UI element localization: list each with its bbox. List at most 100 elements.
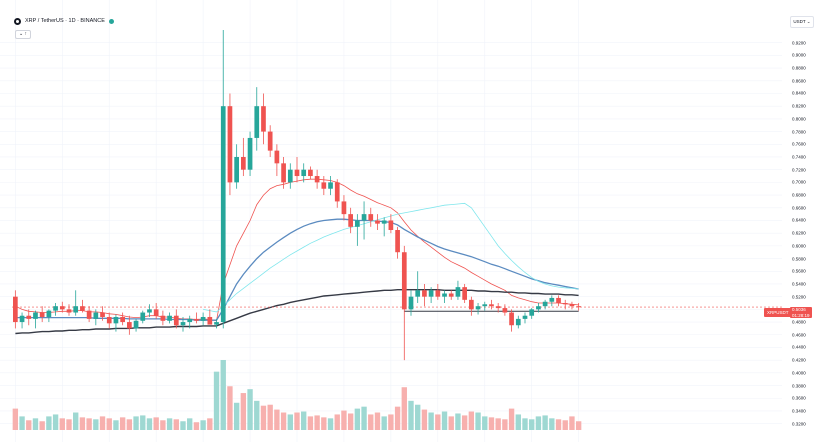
candle-body xyxy=(13,296,18,323)
volume-bar xyxy=(542,415,548,430)
candle-body xyxy=(19,315,25,323)
volume-bar xyxy=(153,417,159,430)
volume-bar xyxy=(267,404,273,430)
candle-body xyxy=(80,306,85,311)
candle-body xyxy=(422,290,427,297)
candle-body xyxy=(448,293,454,297)
candle-body xyxy=(556,297,561,304)
volume-bar xyxy=(294,412,300,430)
volume-bar xyxy=(280,412,287,430)
candle-body xyxy=(33,312,38,319)
price-axis-tick: 0.8800 xyxy=(792,65,806,71)
candle-body xyxy=(321,182,327,189)
candle-body xyxy=(227,106,233,183)
volume-bar xyxy=(522,418,528,430)
volume-bar xyxy=(274,409,280,430)
candle-body xyxy=(314,176,320,183)
candle-body xyxy=(549,297,555,302)
price-axis-tick: 0.6200 xyxy=(792,230,806,236)
candle-body xyxy=(388,220,394,230)
price-axis-tick: 0.5800 xyxy=(792,256,806,262)
volume-bar xyxy=(421,409,428,430)
volume-bar xyxy=(361,406,367,430)
volume-bar xyxy=(341,410,347,430)
currency-select[interactable]: USDT ⌄ xyxy=(790,16,814,28)
candle-body xyxy=(529,309,535,316)
volume-bar xyxy=(347,413,354,430)
price-axis-tick: 0.5200 xyxy=(792,294,806,300)
candle-body xyxy=(241,156,246,170)
candle-body xyxy=(173,315,179,326)
candle-body xyxy=(381,220,387,224)
volume-bar xyxy=(227,386,233,430)
candle-body xyxy=(160,315,166,321)
price-axis-tick: 0.5400 xyxy=(792,281,806,287)
volume-bar xyxy=(32,418,39,430)
candle-body xyxy=(495,306,501,309)
volume-bar xyxy=(575,421,582,430)
legend-toggle-button[interactable]: ⌄ ↑ xyxy=(15,30,31,39)
candle-body xyxy=(428,290,434,297)
volume-bar xyxy=(12,408,19,430)
volume-bar xyxy=(555,419,562,430)
candle-body xyxy=(274,150,280,164)
volume-bar xyxy=(482,416,488,430)
price-axis-tick: 0.6800 xyxy=(792,192,806,198)
candle-body xyxy=(113,316,119,324)
volume-bar xyxy=(327,418,334,430)
volume-bar xyxy=(562,420,568,430)
candle-body xyxy=(254,106,260,138)
candle-body xyxy=(26,315,32,319)
price-axis-tick: 0.7800 xyxy=(792,129,806,135)
candle-body xyxy=(200,316,206,321)
price-axis[interactable]: 0.9200 0.9000 0.8800 0.8600 0.8400 0.8200 0.80… xyxy=(782,0,823,442)
price-axis-tick: 0.4800 xyxy=(792,319,806,325)
candle-body xyxy=(287,169,293,183)
candle-body xyxy=(395,230,400,253)
volume-bar xyxy=(374,412,381,430)
last-price-tag: 0.5036 01:28:19 xyxy=(790,307,812,318)
volume-bar xyxy=(388,414,394,430)
volume-bar xyxy=(73,412,79,430)
symbol-title[interactable]: XRP / TetherUS · 1D · BINANCE xyxy=(25,18,105,24)
volume-bar xyxy=(321,417,327,430)
price-axis-tick: 0.4000 xyxy=(792,370,806,376)
chart-legend-header: XRP / TetherUS · 1D · BINANCE xyxy=(14,15,114,27)
volume-bar xyxy=(515,414,521,430)
volume-bar xyxy=(455,413,461,430)
candle-body xyxy=(308,169,313,177)
candle-body xyxy=(46,310,52,317)
candle-body xyxy=(86,310,92,319)
candle-body xyxy=(415,290,421,297)
volume-bar xyxy=(401,387,407,430)
candle-body xyxy=(66,309,72,313)
volume-bar xyxy=(99,416,106,430)
price-axis-tick: 0.4600 xyxy=(792,332,806,338)
volume-bar xyxy=(113,420,119,430)
volume-bar xyxy=(207,418,213,430)
candle-body xyxy=(207,316,213,325)
candle-body xyxy=(408,296,414,310)
volume-bar xyxy=(502,419,508,430)
candle-body xyxy=(133,320,139,329)
volume-bar xyxy=(287,414,293,430)
volume-bar xyxy=(86,418,92,430)
volume-bar xyxy=(508,408,515,430)
price-axis-tick: 0.7200 xyxy=(792,167,806,173)
candle-body xyxy=(462,287,467,300)
candle-body xyxy=(73,306,79,313)
candle-body xyxy=(140,312,146,321)
candle-body xyxy=(482,304,488,307)
candle-body xyxy=(59,306,65,310)
volume-bar xyxy=(314,415,320,430)
volume-bar xyxy=(213,371,220,430)
candle-body xyxy=(167,315,172,321)
volume-bar xyxy=(200,420,206,430)
last-price-value: 0.5036 xyxy=(792,307,806,312)
candle-body xyxy=(214,322,219,325)
price-axis-tick: 0.6000 xyxy=(792,243,806,249)
price-axis-tick: 0.7600 xyxy=(792,141,806,147)
candle-body xyxy=(153,309,159,316)
